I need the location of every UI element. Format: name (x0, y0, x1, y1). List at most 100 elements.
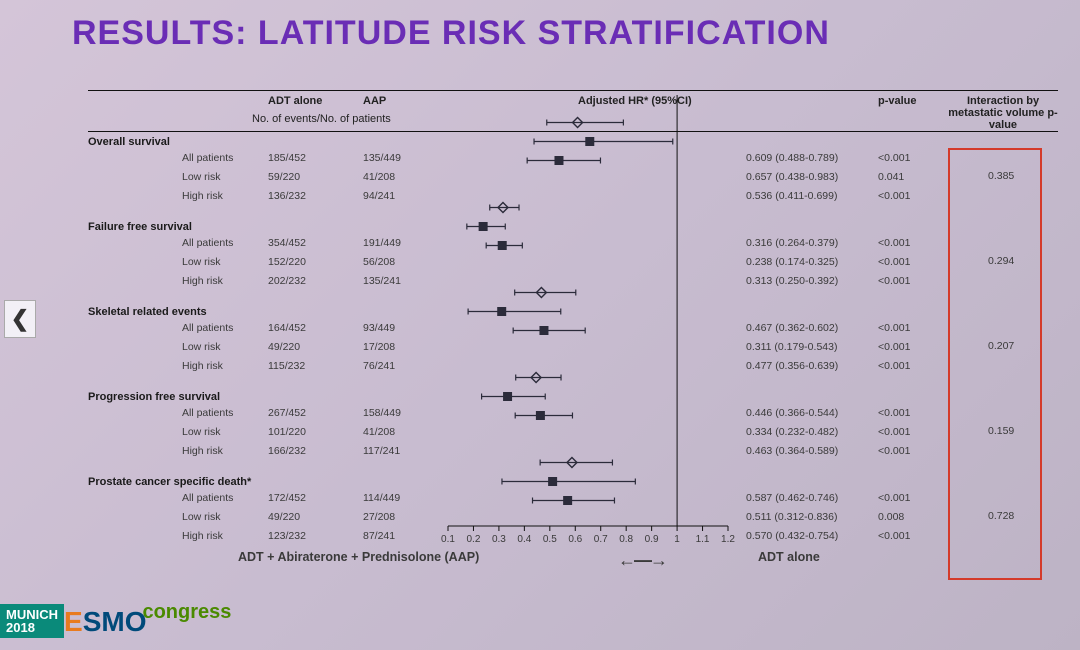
row-aap: 117/241 (363, 445, 400, 457)
row-aap: 56/208 (363, 256, 395, 268)
row-label: Low risk (182, 341, 221, 353)
row-hr: 0.511 (0.312-0.836) (746, 511, 837, 523)
header-adt: ADT alone (268, 95, 322, 107)
logo-city: MUNICH2018 (0, 604, 64, 638)
row-pvalue: <0.001 (878, 445, 910, 457)
logo-brand: ESMO (64, 606, 146, 638)
conference-logo: MUNICH2018 ESMO congress (0, 604, 235, 638)
table-row: All patients172/452114/4490.587 (0.462-0… (88, 490, 1058, 509)
column-headers: ADT alone AAP No. of events/No. of patie… (88, 90, 1058, 132)
axis-tick: 0.7 (594, 534, 608, 545)
row-adt: 354/452 (268, 237, 306, 249)
row-label: High risk (182, 445, 223, 457)
row-aap: 76/241 (363, 360, 395, 372)
group-block: Failure free survival All patients 354/452… (88, 217, 1058, 292)
header-hr: Adjusted HR* (95%CI) (578, 95, 692, 107)
groups-container: Overall survival All patients 185/452 135/4… (88, 132, 1058, 547)
row-aap: 114/449 (363, 492, 400, 504)
group-label: Progression free survival (88, 387, 1058, 405)
row-label: Low risk (182, 171, 221, 183)
row-label: All patients (182, 237, 233, 249)
table-row: All patients164/45293/4490.467 (0.362-0.… (88, 320, 1058, 339)
prev-slide-button[interactable]: ❮ (4, 300, 36, 338)
row-pvalue: <0.001 (878, 492, 910, 504)
row-adt: 185/452 (268, 152, 306, 164)
row-aap: 27/208 (363, 511, 395, 523)
axis-right-label: ADT alone (758, 550, 820, 564)
row-pvalue: <0.001 (878, 190, 910, 202)
row-label: Low risk (182, 511, 221, 523)
row-aap: 17/208 (363, 341, 395, 353)
row-hr: 0.536 (0.411-0.699) (746, 190, 837, 202)
row-pvalue: <0.001 (878, 341, 910, 353)
axis-caption: ADT + Abiraterone + Prednisolone (AAP) ←… (238, 550, 938, 580)
row-label: All patients (182, 322, 233, 334)
row-pvalue: 0.008 (878, 511, 904, 523)
row-hr: 0.467 (0.362-0.602) (746, 322, 838, 334)
axis-tick: 0.4 (517, 534, 531, 545)
header-interaction: Interaction by metastatic volume p-value (948, 95, 1058, 131)
row-hr: 0.311 (0.179-0.543) (746, 341, 837, 353)
table-row: Low risk 49/220 27/208 0.511 (0.312-0.836) 0… (88, 509, 1058, 528)
highlight-box (948, 148, 1042, 580)
row-adt: 101/220 (268, 426, 306, 438)
row-label: High risk (182, 190, 223, 202)
axis-tick: 0.9 (645, 534, 659, 545)
row-adt: 123/232 (268, 530, 306, 542)
row-adt: 152/220 (268, 256, 306, 268)
group-label: Overall survival (88, 132, 1058, 150)
axis-tick: 0.1 (441, 534, 455, 545)
row-hr: 0.334 (0.232-0.482) (746, 426, 838, 438)
table-row: High risk202/232135/2410.313 (0.250-0.39… (88, 273, 1058, 292)
table-row: Low risk 49/220 17/208 0.311 (0.179-0.543) <… (88, 339, 1058, 358)
header-pvalue: p-value (878, 95, 917, 107)
row-adt: 49/220 (268, 341, 300, 353)
row-aap: 135/241 (363, 275, 401, 287)
row-hr: 0.463 (0.364-0.589) (746, 445, 838, 457)
row-pvalue: <0.001 (878, 426, 910, 438)
header-aap: AAP (363, 95, 386, 107)
row-hr: 0.316 (0.264-0.379) (746, 237, 838, 249)
row-adt: 136/232 (268, 190, 306, 202)
row-hr: 0.609 (0.488-0.789) (746, 152, 838, 164)
table-row: High risk136/23294/2410.536 (0.411-0.699… (88, 188, 1058, 207)
row-pvalue: <0.001 (878, 237, 910, 249)
row-pvalue: <0.001 (878, 256, 910, 268)
axis-left-label: ADT + Abiraterone + Prednisolone (AAP) (238, 550, 479, 564)
row-adt: 49/220 (268, 511, 300, 523)
axis-tick-labels: 0.10.20.30.40.50.60.70.80.911.11.2 (448, 534, 728, 548)
table-row: High risk 166/232 117/241 0.463 (0.364-0.58… (88, 443, 1058, 462)
row-hr: 0.657 (0.438-0.983) (746, 171, 838, 183)
row-label: High risk (182, 275, 223, 287)
row-pvalue: <0.001 (878, 407, 910, 419)
row-adt: 166/232 (268, 445, 306, 457)
axis-tick: 0.5 (543, 534, 557, 545)
row-aap: 191/449 (363, 237, 401, 249)
table-row: High risk115/23276/2410.477 (0.356-0.639… (88, 358, 1058, 377)
row-aap: 158/449 (363, 407, 401, 419)
row-pvalue: <0.001 (878, 152, 910, 164)
header-events: No. of events/No. of patients (252, 113, 391, 125)
row-aap: 135/449 (363, 152, 401, 164)
row-adt: 59/220 (268, 171, 300, 183)
group-block: Skeletal related eventsAll patients164/4… (88, 302, 1058, 377)
table-row: All patients185/452135/4490.609 (0.488-0… (88, 150, 1058, 169)
axis-tick: 1 (674, 534, 680, 545)
row-hr: 0.238 (0.174-0.325) (746, 256, 838, 268)
logo-suffix: congress (142, 601, 231, 624)
axis-tick: 0.2 (467, 534, 481, 545)
row-aap: 87/241 (363, 530, 395, 542)
axis-tick: 1.2 (721, 534, 735, 545)
row-adt: 115/232 (268, 360, 305, 372)
row-aap: 93/449 (363, 322, 395, 334)
row-hr: 0.587 (0.462-0.746) (746, 492, 838, 504)
row-label: High risk (182, 360, 223, 372)
axis-arrows-icon: ←—→ (618, 550, 666, 571)
group-label: Failure free survival (88, 217, 1058, 235)
table-row: Low risk101/22041/2080.334 (0.232-0.482)… (88, 424, 1058, 443)
row-label: High risk (182, 530, 223, 542)
group-block: Overall survivalAll patients185/452135/4… (88, 132, 1058, 207)
slide-title: RESULTS: LATITUDE RISK STRATIFICATION (0, 0, 1080, 57)
row-label: Low risk (182, 426, 221, 438)
axis-tick: 0.6 (568, 534, 582, 545)
